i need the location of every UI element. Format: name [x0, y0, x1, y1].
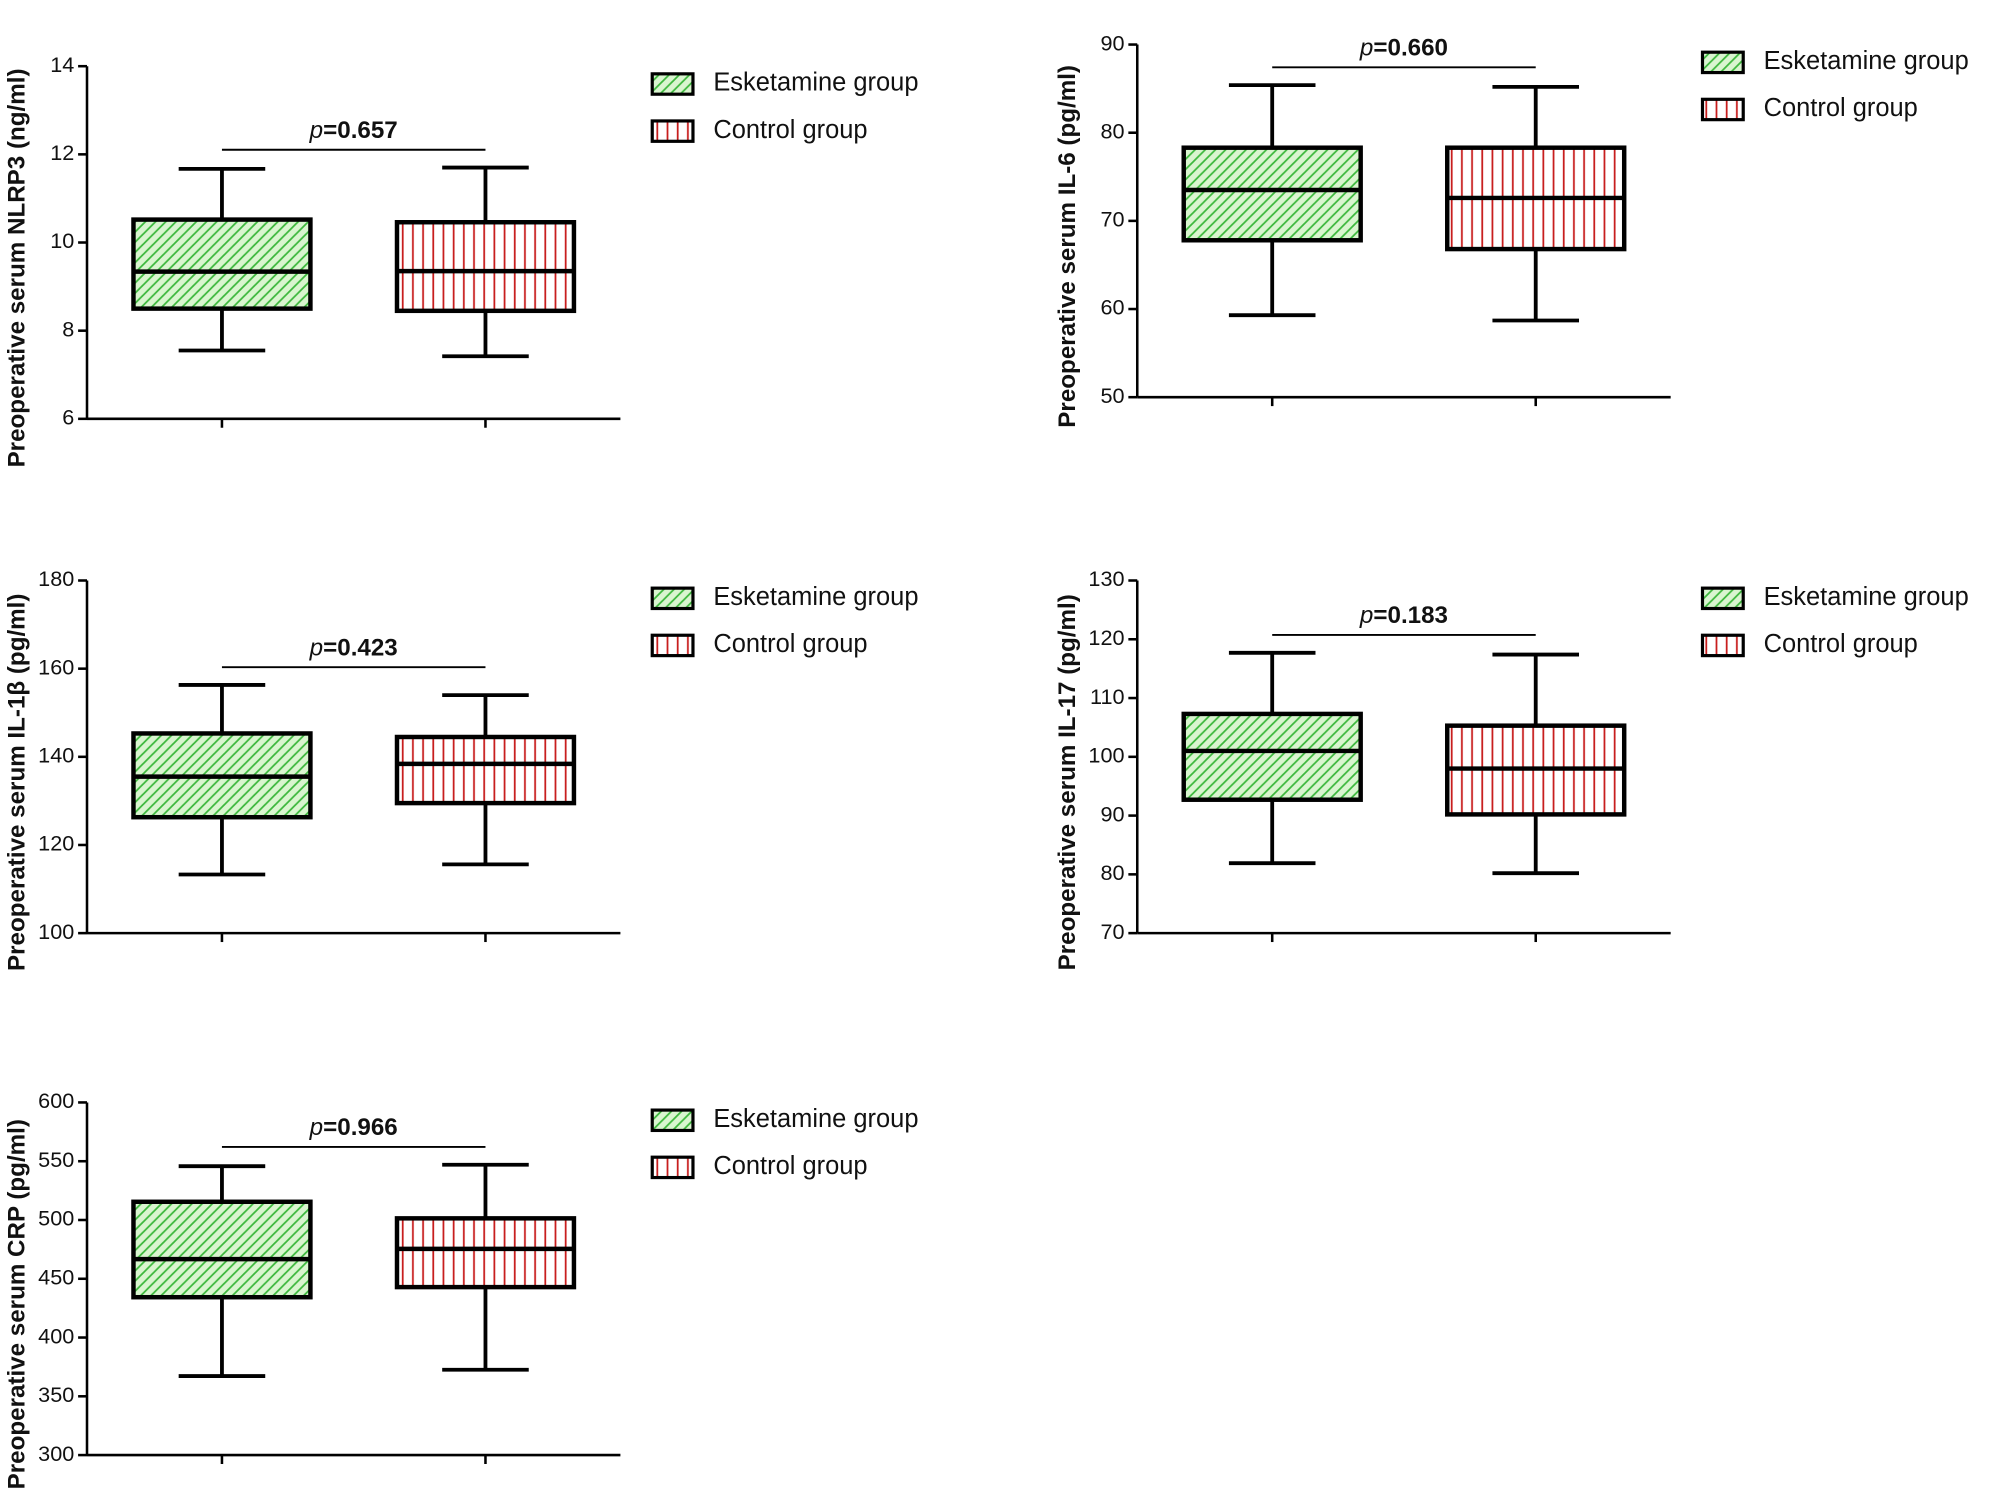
legend-swatch — [1700, 97, 1745, 122]
legend-label: Esketamine group — [713, 583, 918, 611]
y-tick-label: 10 — [50, 228, 74, 253]
box — [394, 1216, 577, 1290]
y-tick-label: 80 — [1100, 860, 1124, 885]
y-tick-label: 180 — [38, 566, 74, 591]
legend-swatch — [650, 1108, 695, 1133]
y-tick-label: 140 — [38, 743, 74, 768]
box — [1181, 711, 1363, 802]
legend-label: Control group — [1764, 630, 1918, 658]
legend-swatch — [1700, 633, 1745, 658]
y-axis-label: Preoperative serum CRP (pg/ml) — [4, 1119, 31, 1489]
y-tick-label: 6 — [62, 405, 74, 430]
y-axis-label: Preoperative serum IL-1β (pg/ml) — [4, 594, 31, 971]
legend-swatch — [1700, 50, 1745, 75]
legend-label: Control group — [713, 116, 867, 144]
legend-swatch — [650, 72, 695, 96]
legend-label: Esketamine group — [1764, 583, 1969, 611]
legend-label: Control group — [1764, 94, 1918, 122]
y-tick-label: 160 — [38, 654, 74, 679]
legend-label: Esketamine group — [1764, 47, 1969, 75]
y-tick-label: 550 — [38, 1147, 74, 1172]
box — [394, 734, 577, 806]
y-tick-label: 130 — [1088, 566, 1124, 591]
y-tick-label: 350 — [38, 1382, 74, 1407]
legend-label: Control group — [713, 1152, 867, 1180]
legend-swatch — [1700, 586, 1745, 611]
y-tick-label: 400 — [38, 1323, 74, 1348]
y-tick-label: 8 — [62, 316, 74, 341]
y-tick-label: 90 — [1100, 30, 1124, 55]
box — [394, 220, 577, 314]
y-tick-label: 60 — [1100, 295, 1124, 320]
p-value: p=0.183 — [1359, 603, 1448, 630]
legend-swatch — [650, 586, 695, 611]
y-tick-label: 100 — [38, 919, 74, 944]
p-value: p=0.660 — [1359, 35, 1448, 62]
p-value: p=0.423 — [309, 635, 398, 662]
y-tick-label: 500 — [38, 1206, 74, 1231]
y-tick-label: 110 — [1090, 684, 1124, 709]
y-tick-label: 450 — [38, 1264, 74, 1289]
p-value: p=0.657 — [309, 117, 398, 144]
y-tick-label: 120 — [38, 831, 74, 856]
legend-label: Control group — [713, 630, 867, 658]
legend-swatch — [650, 119, 695, 143]
y-tick-label: 300 — [38, 1441, 74, 1466]
box — [131, 217, 313, 311]
y-tick-label: 80 — [1100, 118, 1124, 143]
y-tick-label: 100 — [1088, 743, 1124, 768]
y-tick-label: 14 — [50, 52, 74, 77]
y-tick-label: 50 — [1100, 383, 1124, 408]
p-value: p=0.966 — [309, 1114, 398, 1141]
legend-label: Esketamine group — [713, 69, 918, 97]
y-axis-label: Preoperative serum IL-6 (pg/ml) — [1054, 65, 1081, 428]
y-axis-label: Preoperative serum IL-17 (pg/ml) — [1054, 594, 1081, 970]
y-tick-label: 12 — [50, 140, 74, 165]
y-tick-label: 120 — [1088, 625, 1124, 650]
legend-swatch — [650, 633, 695, 658]
y-tick-label: 70 — [1100, 207, 1124, 232]
box — [1181, 145, 1363, 243]
y-axis-label: Preoperative serum NLRP3 (ng/ml) — [4, 68, 31, 467]
y-tick-label: 600 — [38, 1088, 74, 1113]
box — [131, 1199, 313, 1300]
legend-swatch — [650, 1155, 695, 1180]
y-tick-label: 90 — [1100, 801, 1124, 826]
legend-label: Esketamine group — [713, 1105, 918, 1133]
y-tick-label: 70 — [1100, 919, 1124, 944]
